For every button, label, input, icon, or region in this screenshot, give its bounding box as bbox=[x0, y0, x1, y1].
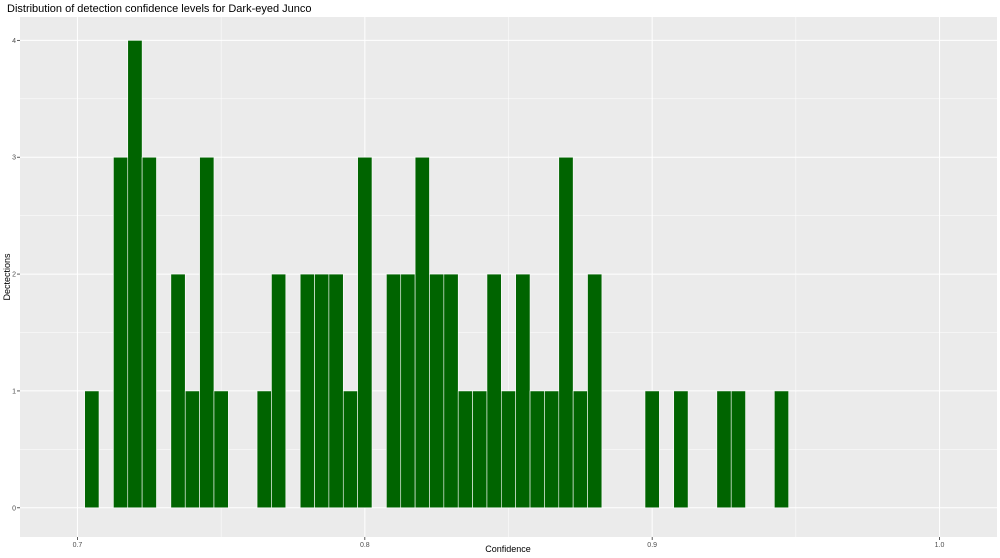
y-axis-title: Dectections bbox=[2, 253, 12, 301]
histogram-bar bbox=[127, 40, 143, 509]
histogram-bar bbox=[170, 273, 186, 509]
histogram-bar bbox=[84, 390, 100, 509]
histogram-bar bbox=[572, 390, 588, 509]
histogram-bar bbox=[199, 156, 215, 509]
histogram-bar bbox=[429, 273, 445, 509]
histogram-bar bbox=[314, 273, 330, 509]
chart-title: Distribution of detection confidence lev… bbox=[7, 3, 312, 15]
axes: 0.7 0.8 0.9 1.0 0 1 2 3 4 bbox=[12, 38, 944, 549]
histogram-bar bbox=[644, 390, 660, 509]
histogram-bar bbox=[544, 390, 560, 509]
histogram-bar bbox=[558, 156, 574, 509]
histogram-bar bbox=[357, 156, 373, 509]
histogram-bar bbox=[529, 390, 545, 509]
histogram-bar bbox=[184, 390, 200, 509]
histogram-bar bbox=[386, 273, 402, 509]
histogram-bar bbox=[730, 390, 746, 509]
histogram-bar bbox=[328, 273, 344, 509]
histogram-bar bbox=[271, 273, 287, 509]
histogram-bar bbox=[774, 390, 789, 509]
histogram-bar bbox=[256, 390, 272, 509]
x-tick-label: 1.0 bbox=[935, 542, 945, 549]
histogram-bar bbox=[472, 390, 488, 509]
histogram-bar bbox=[673, 390, 689, 509]
y-tick-label: 4 bbox=[12, 38, 16, 45]
histogram-bar bbox=[400, 273, 416, 509]
histogram-bar bbox=[141, 156, 157, 509]
y-tick-label: 2 bbox=[12, 272, 16, 279]
histogram-bar bbox=[501, 390, 516, 509]
y-tick-label: 1 bbox=[12, 388, 16, 395]
x-tick-label: 0.9 bbox=[647, 542, 657, 549]
histogram-bar bbox=[486, 273, 502, 509]
histogram-bar bbox=[443, 273, 459, 509]
histogram-bar bbox=[587, 273, 603, 509]
histogram-bar bbox=[342, 390, 358, 509]
bars bbox=[84, 40, 789, 509]
histogram-bar bbox=[113, 156, 129, 509]
histogram-bar bbox=[716, 390, 732, 509]
histogram-bar bbox=[299, 273, 315, 509]
x-axis-title: Confidence bbox=[485, 544, 531, 554]
y-tick-label: 3 bbox=[12, 155, 16, 162]
histogram-bar bbox=[213, 390, 229, 509]
histogram-bar bbox=[515, 273, 531, 509]
y-tick-label: 0 bbox=[12, 505, 16, 512]
x-tick-label: 0.7 bbox=[73, 542, 83, 549]
x-tick-label: 0.8 bbox=[360, 542, 370, 549]
histogram-bar bbox=[457, 390, 473, 509]
histogram-bar bbox=[414, 156, 430, 509]
